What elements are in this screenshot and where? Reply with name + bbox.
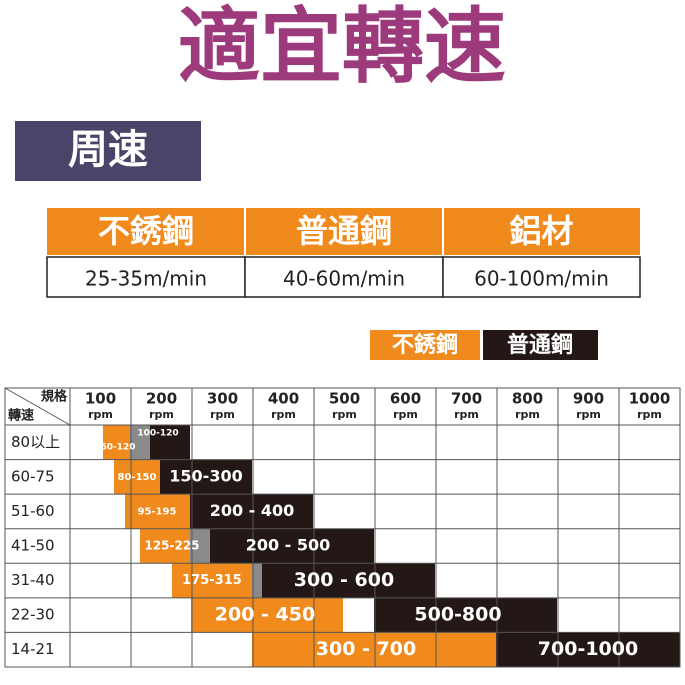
column-unit: rpm (332, 408, 357, 421)
bar-label: 200 - 500 (246, 536, 331, 555)
bar-label: 300 - 700 (316, 638, 416, 660)
row-label: 14-21 (11, 640, 55, 658)
column-value: 700 (451, 390, 482, 408)
value-text: 40-60m/min (283, 267, 405, 291)
value-cell (46, 256, 246, 298)
bar-label: 150-300 (169, 466, 242, 485)
corner-diagonal (4, 387, 71, 426)
bar-stainless (191, 597, 343, 633)
column-value: 800 (512, 390, 543, 408)
column-value: 600 (390, 390, 421, 408)
bar-label: 125-225 (144, 539, 199, 553)
column-unit: rpm (576, 408, 601, 421)
bar-label: 700-1000 (538, 638, 638, 660)
bars (103, 425, 680, 667)
section-label: 周速 (68, 127, 148, 173)
value-text: 60-100m/min (474, 267, 609, 291)
bar-overlap (190, 528, 210, 564)
header-text: 不銹鋼 (98, 212, 194, 250)
bar-stainless (103, 425, 130, 460)
corner-bottom: 轉速 (8, 408, 34, 424)
value-text: 25-35m/min (85, 267, 207, 291)
column-unit: rpm (454, 408, 479, 421)
column-unit: rpm (515, 408, 540, 421)
bar-label: 95-195 (138, 506, 177, 517)
header-text: 鋁材 (509, 212, 573, 250)
row-label: 41-50 (11, 537, 55, 555)
bar-label: 60-120 (100, 443, 135, 453)
speed-table: 不銹鋼 25-35m/min 普通鋼 40-60m/min 鋁材 60-100m/min (46, 208, 641, 298)
column-value: 500 (329, 390, 360, 408)
legend-swatch (483, 330, 598, 360)
header-text: 普通鋼 (296, 212, 392, 250)
column-value: 900 (573, 390, 604, 408)
bar-label: 175-315 (182, 573, 242, 588)
bar-carbon (190, 494, 313, 529)
bar-label: 200 - 400 (210, 501, 295, 520)
bar-stainless (172, 563, 252, 598)
bar-carbon (496, 632, 680, 667)
column-unit: rpm (271, 408, 296, 421)
column-value: 100 (85, 390, 116, 408)
bar-stainless (140, 528, 190, 564)
column-unit: rpm (88, 408, 113, 421)
bar-stainless (125, 494, 190, 529)
legend-swatch (370, 330, 480, 360)
row-label: 60-75 (11, 467, 55, 485)
column-unit: rpm (149, 408, 174, 421)
row-label: 80以上 (11, 433, 60, 451)
bar-stainless (252, 632, 496, 667)
column-unit: rpm (210, 408, 235, 421)
section-box (15, 121, 201, 181)
bar-label: 80-150 (118, 472, 157, 483)
bar-overlap (130, 425, 150, 460)
title: 適宜轉速 (178, 0, 506, 94)
bar-carbon (150, 425, 190, 460)
value-cell (442, 256, 641, 298)
column-unit: rpm (637, 408, 662, 421)
rpm-grid: 規格轉速100rpm200rpm300rpm400rpm500rpm600rpm… (4, 387, 681, 668)
legend-label: 不銹鋼 (392, 332, 458, 358)
header-cell (47, 208, 245, 255)
column-value: 1000 (629, 390, 671, 408)
column-value: 300 (207, 390, 238, 408)
bar-label: 300 - 600 (294, 569, 394, 591)
legend-label: 普通鋼 (507, 332, 573, 358)
bar-label: 200 - 450 (215, 604, 315, 626)
row-label: 51-60 (11, 502, 55, 520)
header-cell (245, 208, 443, 255)
bar-carbon (374, 597, 557, 633)
bar-label: 500-800 (414, 604, 501, 626)
row-label: 22-30 (11, 606, 55, 624)
value-cell (244, 256, 444, 298)
header-cell (443, 208, 640, 255)
corner-top: 規格 (41, 389, 68, 405)
bar-overlap (252, 563, 262, 598)
column-value: 200 (146, 390, 177, 408)
bar-label: 100-120 (137, 429, 178, 439)
row-label: 31-40 (11, 571, 55, 589)
bar-stainless (114, 459, 160, 495)
bar-carbon (210, 528, 374, 564)
grid-lines (4, 387, 681, 668)
bar-carbon (160, 459, 252, 495)
column-unit: rpm (393, 408, 418, 421)
column-value: 400 (268, 390, 299, 408)
bar-carbon (262, 563, 435, 598)
